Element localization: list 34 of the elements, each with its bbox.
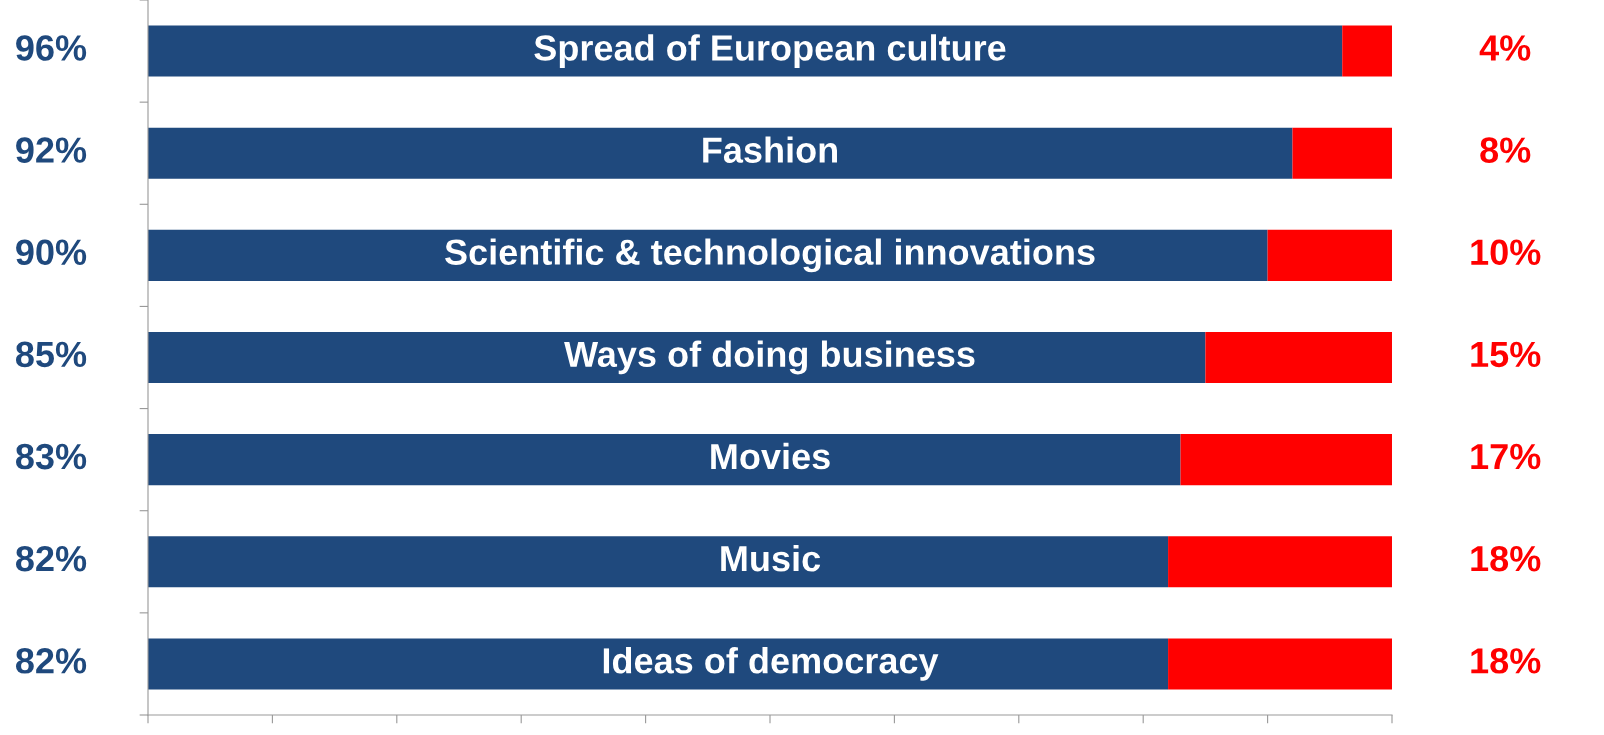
y-tick-label: Music (721, 544, 821, 572)
bar (1205, 331, 1392, 384)
bar (148, 536, 1169, 588)
bar (1180, 434, 1392, 486)
data-label: 15% (1471, 341, 1541, 368)
data-label: 85% (15, 341, 87, 368)
y-tick-label: Spread of European culture (534, 34, 1006, 68)
bar (1168, 638, 1392, 690)
bar (148, 127, 1293, 179)
bar (1168, 536, 1392, 588)
y-tick-label: Movies (711, 442, 830, 470)
bar (1267, 229, 1392, 281)
y-tick-label: Ideas of democracy (603, 647, 939, 681)
data-label: 8% (1480, 137, 1531, 163)
data-label: 83% (15, 443, 87, 470)
bar (148, 434, 1181, 486)
bar (148, 25, 1343, 77)
data-label: 90% (16, 239, 87, 266)
data-label: 82% (15, 545, 87, 572)
bar (148, 331, 1206, 384)
data-label: 92% (16, 137, 87, 163)
y-tick-label: Fashion (703, 136, 837, 163)
data-label: 82% (15, 648, 87, 674)
y-tick-label: Ways of doing business (564, 340, 975, 375)
y-tick-label: Scientific & technological innovations (445, 238, 1095, 273)
bar (1292, 127, 1392, 179)
data-label: 4% (1479, 35, 1531, 61)
data-label: 96% (16, 35, 87, 61)
bar (1342, 25, 1392, 77)
data-label: 18% (1471, 648, 1541, 674)
data-label: 18% (1471, 545, 1541, 572)
bar (148, 638, 1169, 690)
data-label: 17% (1471, 443, 1541, 470)
data-label: 10% (1471, 239, 1541, 266)
